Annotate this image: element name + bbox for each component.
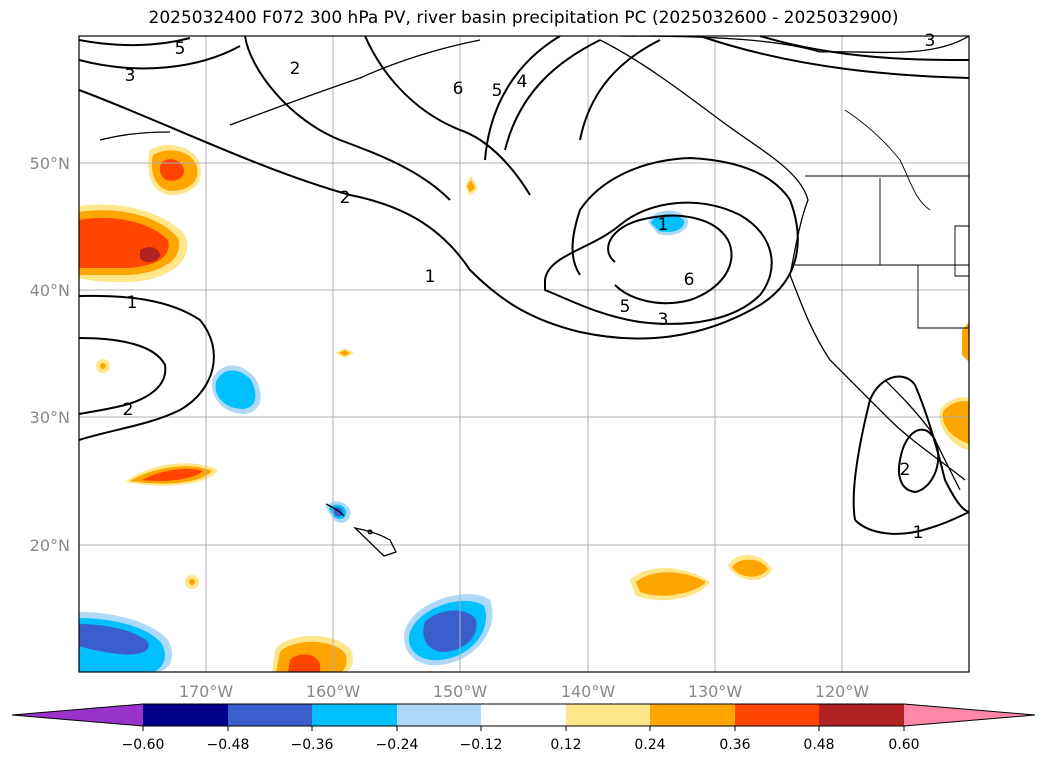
lon-tick-label: 170°W xyxy=(179,682,234,701)
contour-label: 2 xyxy=(123,400,134,420)
colorbar-tick-label: 0.60 xyxy=(888,737,919,753)
map-frame xyxy=(78,35,970,673)
contour-label: 1 xyxy=(913,523,924,543)
colorbar-bin xyxy=(397,704,481,726)
contour-label: 5 xyxy=(492,81,503,101)
contour-label: 4 xyxy=(517,72,528,92)
coastlines xyxy=(99,36,969,557)
precipitation-shading xyxy=(79,145,969,672)
colorbar-tick-label: −0.36 xyxy=(291,737,334,753)
colorbar-bin xyxy=(228,704,312,726)
colorbar-tick-label: 0.24 xyxy=(634,737,665,753)
colorbar-bin xyxy=(143,704,228,726)
colorbar-bin xyxy=(312,704,397,726)
lon-tick-label: 130°W xyxy=(688,682,743,701)
contour-label: 1 xyxy=(425,267,436,287)
colorbar-tick-label: −0.48 xyxy=(207,737,250,753)
contour-label: 3 xyxy=(925,31,936,51)
colorbar: −0.60 −0.48 −0.36 −0.24 −0.12 0.12 0.24 … xyxy=(11,703,1036,753)
colorbar-extend-min xyxy=(12,704,143,726)
colorbar-tick-label: −0.12 xyxy=(460,737,503,753)
contour-label: 6 xyxy=(684,270,695,290)
contour-label: 3 xyxy=(658,310,669,330)
colorbar-tick-label: −0.60 xyxy=(122,737,165,753)
contour-labels: 5 2 3 6 5 4 2 1 1 2 1 6 5 3 2 1 3 xyxy=(123,31,936,543)
longitude-labels: 170°W 160°W 150°W 140°W 130°W 120°W xyxy=(179,682,870,701)
lat-tick-label: 50°N xyxy=(30,154,70,173)
lon-tick-label: 140°W xyxy=(561,682,616,701)
contour-label: 3 xyxy=(125,66,136,86)
colorbar-extend-max xyxy=(904,704,1035,726)
contour-label: 2 xyxy=(340,188,351,208)
colorbar-tick-label: 0.36 xyxy=(719,737,750,753)
lat-tick-label: 20°N xyxy=(30,536,70,555)
gridlines xyxy=(79,36,969,672)
latitude-labels: 20°N 30°N 40°N 50°N xyxy=(30,154,70,555)
contour-label: 6 xyxy=(453,79,464,99)
lat-tick-label: 40°N xyxy=(30,281,70,300)
pv-contours xyxy=(79,36,969,535)
borders xyxy=(795,109,969,329)
colorbar-bin xyxy=(735,704,819,726)
contour-label: 2 xyxy=(290,59,301,79)
lat-tick-label: 30°N xyxy=(30,408,70,427)
colorbar-bin xyxy=(650,704,735,726)
contour-label: 5 xyxy=(620,297,631,317)
contour-label: 2 xyxy=(900,460,911,480)
lon-tick-label: 160°W xyxy=(306,682,361,701)
colorbar-bin xyxy=(566,704,650,726)
contour-label: 1 xyxy=(658,215,669,235)
colorbar-bin xyxy=(819,704,904,726)
contour-label: 1 xyxy=(127,293,138,313)
colorbar-tick-label: 0.12 xyxy=(550,737,581,753)
lon-tick-label: 120°W xyxy=(815,682,870,701)
colorbar-bin xyxy=(481,704,566,726)
map-title: 2025032400 F072 300 hPa PV, river basin … xyxy=(148,8,899,28)
colorbar-tick-label: 0.48 xyxy=(803,737,834,753)
lon-tick-label: 150°W xyxy=(433,682,488,701)
colorbar-tick-label: −0.24 xyxy=(376,737,419,753)
contour-label: 5 xyxy=(175,39,186,59)
